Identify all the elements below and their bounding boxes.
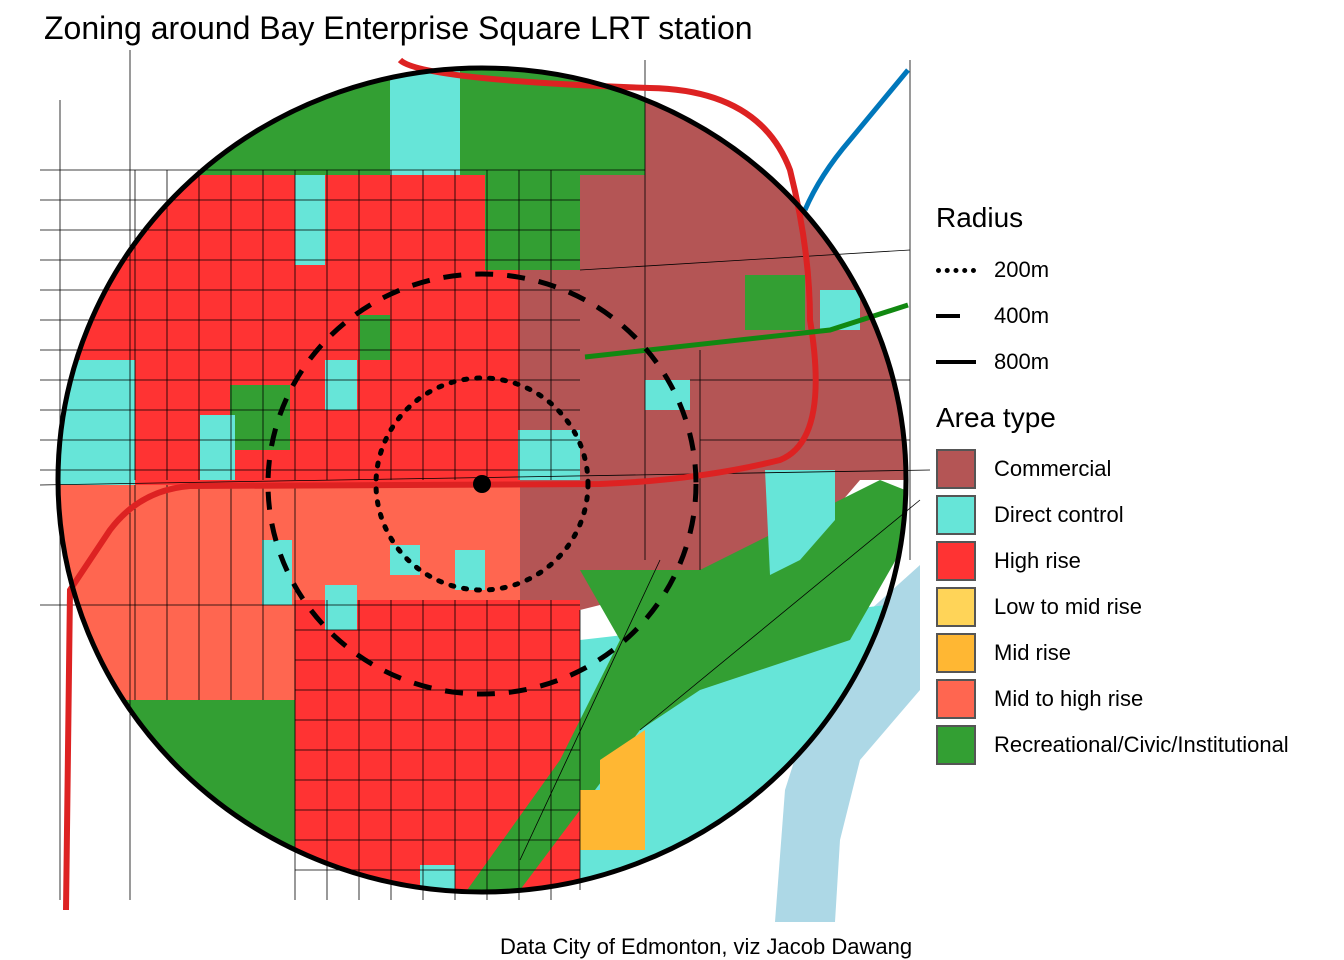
zone-direct-control (645, 380, 690, 410)
legend-swatch (936, 541, 976, 581)
legend-item-low-to-mid-rise: Low to mid rise (936, 584, 1142, 630)
legend-area-title: Area type (936, 402, 1056, 433)
legend-swatch (936, 495, 976, 535)
zoning-map (39, 50, 930, 922)
legend-swatch (936, 725, 976, 765)
zone-direct-control (820, 290, 860, 330)
zone-recreational-civic-institutional (460, 480, 906, 892)
legend-label: Mid to high rise (994, 686, 1144, 711)
legend-line-dashed (936, 314, 960, 318)
zone-direct-control (455, 550, 485, 590)
legend-line-solid (936, 360, 976, 364)
zone-mid-rise (600, 730, 645, 790)
legend-swatch (936, 449, 976, 489)
zone-direct-control (295, 175, 325, 265)
road (639, 499, 921, 731)
legend-item-recreational-civic-institutional: Recreational/Civic/Institutional (936, 722, 1289, 768)
road (579, 249, 911, 271)
legend-item-mid-to-high-rise: Mid to high rise (936, 676, 1143, 722)
legend-label: Direct control (994, 502, 1124, 527)
legend-label: Recreational/Civic/Institutional (994, 732, 1289, 757)
zone-mid-rise (580, 790, 645, 850)
zone-recreational-civic-institutional (360, 315, 390, 360)
blue-line (802, 68, 910, 211)
legend-label: 200m (994, 257, 1050, 282)
legend-label: Low to mid rise (994, 594, 1142, 619)
zone-recreational-civic-institutional (485, 175, 580, 270)
legend-label: Mid rise (994, 640, 1072, 665)
river (775, 565, 920, 922)
legend-label: 800m (994, 349, 1050, 374)
zone-direct-control (765, 470, 835, 575)
radius-200m (373, 375, 591, 593)
legend-item-high-rise: High rise (936, 538, 1081, 584)
zone-direct-control (262, 540, 292, 605)
zone-direct-control (390, 68, 460, 175)
zone-direct-control (325, 585, 357, 630)
zone-direct-control (518, 430, 580, 480)
legend-label: Commercial (994, 456, 1112, 481)
zone-direct-control (200, 415, 235, 480)
legend-radius-200m: 200m (936, 247, 1049, 293)
station-marker (473, 475, 491, 493)
legend-radius-800m: 800m (936, 339, 1049, 385)
radius-800m (55, 65, 909, 895)
legend-line-dotted (936, 267, 976, 273)
zone-high-rise (548, 610, 580, 645)
legend-swatch (936, 633, 976, 673)
legend-label: High rise (994, 548, 1081, 573)
zone-direct-control (325, 360, 357, 410)
map-title: Zoning around Bay Enterprise Square LRT … (44, 10, 753, 46)
legend-label: 400m (994, 303, 1050, 328)
legend-item-mid-rise: Mid rise (936, 630, 1071, 676)
zone-recreational-civic-institutional (745, 275, 805, 330)
zone-recreational-civic-institutional (58, 700, 295, 892)
road (519, 559, 661, 861)
legend-item-commercial: Commercial (936, 446, 1111, 492)
legend-swatch (936, 679, 976, 719)
legend-radius-title: Radius (936, 202, 1024, 233)
legend-item-direct-control: Direct control (936, 492, 1124, 538)
legend-swatch (936, 587, 976, 627)
legend-radius-400m: 400m (936, 293, 1049, 339)
radius-400m (265, 271, 699, 697)
zone-direct-control (58, 360, 135, 485)
green-line (584, 302, 909, 360)
caption: Data City of Edmonton, viz Jacob Dawang (500, 934, 913, 959)
